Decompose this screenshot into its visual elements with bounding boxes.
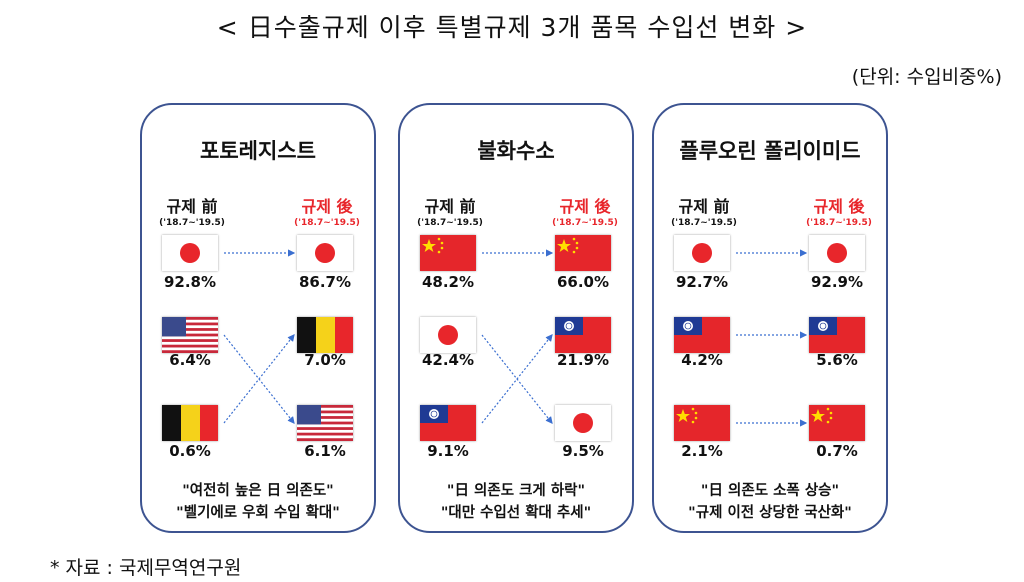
before-label: 규제 前 ('18.7~'19.5) bbox=[649, 193, 759, 228]
summary-line-1: "여전히 높은 日 의존도" bbox=[182, 483, 334, 499]
japan-flag bbox=[809, 235, 865, 271]
after-share: 86.7% bbox=[298, 273, 352, 291]
taiwan-flag bbox=[555, 317, 611, 353]
arrows bbox=[223, 249, 296, 424]
before-label-text: 규제 前 bbox=[678, 197, 730, 216]
after-label-text: 규제 後 bbox=[813, 197, 865, 216]
before-period: ('18.7~'19.5) bbox=[671, 218, 737, 228]
after-share: 66.0% bbox=[556, 273, 610, 291]
before-share: 0.6% bbox=[169, 442, 211, 460]
before-share: 2.1% bbox=[681, 442, 723, 460]
after-share: 21.9% bbox=[556, 351, 610, 369]
panel-title: 포토레지스트 bbox=[200, 139, 316, 163]
japan-flag bbox=[555, 405, 611, 441]
after-share: 9.5% bbox=[562, 442, 604, 460]
after-share: 7.0% bbox=[304, 351, 346, 369]
usa-flag bbox=[297, 405, 353, 441]
belgium-flag bbox=[162, 405, 218, 441]
panel-1: 포토레지스트 규제 前 ('18.7~'19.5) 규제 後 ('18.7~'19.… bbox=[140, 103, 376, 533]
japan-flag bbox=[162, 235, 218, 271]
summary-line-2: "벨기에로 우회 수입 확대" bbox=[176, 505, 340, 521]
summary-line-1: "日 의존도 크게 하락" bbox=[446, 483, 586, 499]
arrow-line bbox=[481, 334, 553, 424]
panel-3: 플루오린 폴리이미드 규제 前 ('18.7~'19.5) 규제 後 ('18.7~… bbox=[652, 103, 888, 533]
taiwan-flag bbox=[809, 317, 865, 353]
before-share: 92.7% bbox=[675, 273, 729, 291]
before-share: 42.4% bbox=[421, 351, 475, 369]
after-share: 6.1% bbox=[304, 442, 346, 460]
panel-title: 불화수소 bbox=[477, 139, 555, 163]
japan-flag bbox=[674, 235, 730, 271]
china-flag bbox=[809, 405, 865, 441]
panel-title: 플루오린 폴리이미드 bbox=[679, 139, 861, 163]
before-label: 규제 前 ('18.7~'19.5) bbox=[137, 193, 247, 228]
page-title: < 日수출규제 이후 특별규제 3개 품목 수입선 변화 > bbox=[216, 13, 808, 42]
china-flag bbox=[555, 235, 611, 271]
china-flag bbox=[674, 405, 730, 441]
after-period: ('18.7~'19.5) bbox=[806, 218, 872, 228]
before-label-text: 규제 前 bbox=[424, 197, 476, 216]
after-label: 규제 後 ('18.7~'19.5) bbox=[530, 193, 640, 228]
after-label-text: 규제 後 bbox=[301, 197, 353, 216]
before-label-text: 규제 前 bbox=[166, 197, 218, 216]
japan-flag bbox=[297, 235, 353, 271]
before-share: 9.1% bbox=[427, 442, 469, 460]
arrows bbox=[481, 249, 554, 424]
before-period: ('18.7~'19.5) bbox=[417, 218, 483, 228]
source-note: * 자료 : 국제무역연구원 bbox=[50, 557, 242, 579]
usa-flag bbox=[162, 317, 218, 353]
after-label: 규제 後 ('18.7~'19.5) bbox=[272, 193, 382, 228]
after-label-text: 규제 後 bbox=[559, 197, 611, 216]
taiwan-flag bbox=[674, 317, 730, 353]
panel-2: 불화수소 규제 前 ('18.7~'19.5) 규제 後 ('18.7~'19.5)… bbox=[398, 103, 634, 533]
before-period: ('18.7~'19.5) bbox=[159, 218, 225, 228]
before-share: 4.2% bbox=[681, 351, 723, 369]
after-share: 92.9% bbox=[810, 273, 864, 291]
summary-line-2: "대만 수입선 확대 추세" bbox=[440, 505, 592, 521]
summary-line-1: "日 의존도 소폭 상승" bbox=[700, 483, 840, 499]
belgium-flag bbox=[297, 317, 353, 353]
after-label: 규제 後 ('18.7~'19.5) bbox=[784, 193, 894, 228]
unit-label: (단위: 수입비중%) bbox=[851, 66, 1002, 88]
after-period: ('18.7~'19.5) bbox=[294, 218, 360, 228]
after-period: ('18.7~'19.5) bbox=[552, 218, 618, 228]
after-share: 5.6% bbox=[816, 351, 858, 369]
taiwan-flag bbox=[420, 405, 476, 441]
japan-flag bbox=[420, 317, 476, 353]
before-share: 48.2% bbox=[421, 273, 475, 291]
summary-line-2: "규제 이전 상당한 국산화" bbox=[688, 505, 852, 521]
before-label: 규제 前 ('18.7~'19.5) bbox=[395, 193, 505, 228]
before-share: 6.4% bbox=[169, 351, 211, 369]
arrow-line bbox=[223, 334, 295, 424]
after-share: 0.7% bbox=[816, 442, 858, 460]
before-share: 92.8% bbox=[163, 273, 217, 291]
china-flag bbox=[420, 235, 476, 271]
